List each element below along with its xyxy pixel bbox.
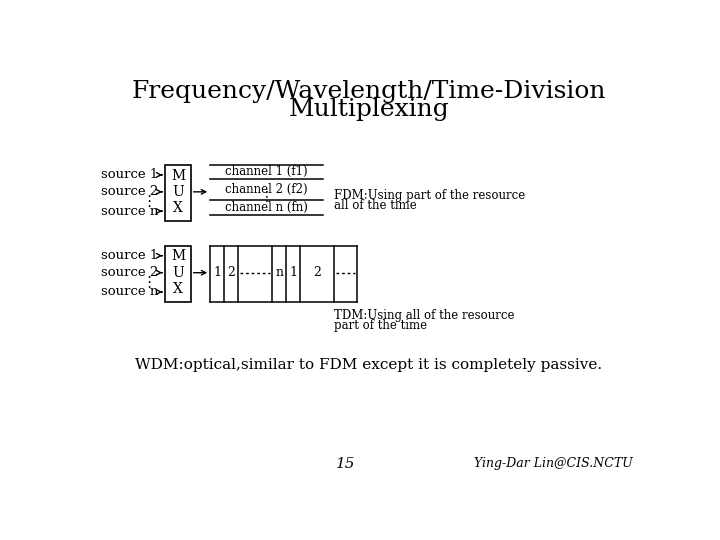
Text: Ying-Dar Lin@CIS.NCTU: Ying-Dar Lin@CIS.NCTU xyxy=(474,457,632,470)
Text: 1: 1 xyxy=(289,266,297,279)
Text: ⋮: ⋮ xyxy=(259,190,274,204)
Text: source n: source n xyxy=(101,286,158,299)
Text: source 1: source 1 xyxy=(101,249,158,262)
Bar xyxy=(165,165,191,221)
Text: 1: 1 xyxy=(213,266,221,279)
Text: channel 2 (f2): channel 2 (f2) xyxy=(225,183,307,195)
Text: n: n xyxy=(275,266,283,279)
Text: source 2: source 2 xyxy=(101,185,158,198)
Text: source 1: source 1 xyxy=(101,168,158,181)
Text: FDM:Using part of the resource: FDM:Using part of the resource xyxy=(334,189,526,202)
Text: source n: source n xyxy=(101,205,158,218)
Text: ⋮: ⋮ xyxy=(141,194,156,209)
Text: all of the time: all of the time xyxy=(334,199,417,212)
Bar xyxy=(165,246,191,302)
Text: channel n (fn): channel n (fn) xyxy=(225,201,307,214)
Text: 2: 2 xyxy=(227,266,235,279)
Text: part of the time: part of the time xyxy=(334,319,427,332)
Text: Frequency/Wavelength/Time-Division: Frequency/Wavelength/Time-Division xyxy=(132,80,606,103)
Text: TDM:Using all of the resource: TDM:Using all of the resource xyxy=(334,308,515,321)
Text: Multiplexing: Multiplexing xyxy=(289,98,449,121)
Text: channel 1 (f1): channel 1 (f1) xyxy=(225,165,307,178)
Text: WDM:optical,similar to FDM except it is completely passive.: WDM:optical,similar to FDM except it is … xyxy=(135,358,603,372)
Text: 15: 15 xyxy=(336,457,356,471)
Text: source 2: source 2 xyxy=(101,266,158,279)
Text: M
U
X: M U X xyxy=(171,168,185,215)
Text: 2: 2 xyxy=(313,266,321,279)
Text: ⋮: ⋮ xyxy=(141,275,156,290)
Text: M
U
X: M U X xyxy=(171,249,185,296)
